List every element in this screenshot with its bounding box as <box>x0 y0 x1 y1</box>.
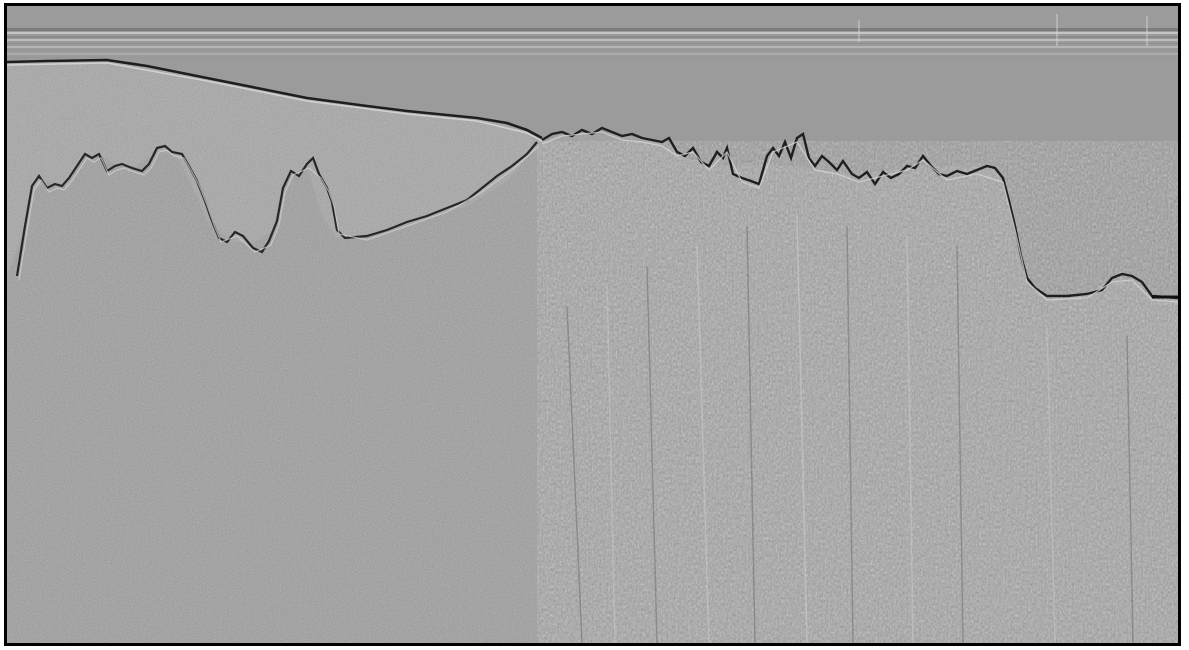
profile-image-frame <box>4 3 1181 646</box>
peaked-right-highlight <box>541 131 1178 303</box>
sloping-top-reflector <box>7 58 543 140</box>
vertical-streaks <box>566 14 1148 643</box>
sloping-top-highlight <box>7 62 543 142</box>
peaked-left-highlight <box>18 145 540 281</box>
radar-profile-image <box>7 6 1178 643</box>
horizontal-banding <box>7 28 1178 58</box>
streak-fill <box>537 141 1178 643</box>
peaked-left-reflector <box>15 141 538 277</box>
